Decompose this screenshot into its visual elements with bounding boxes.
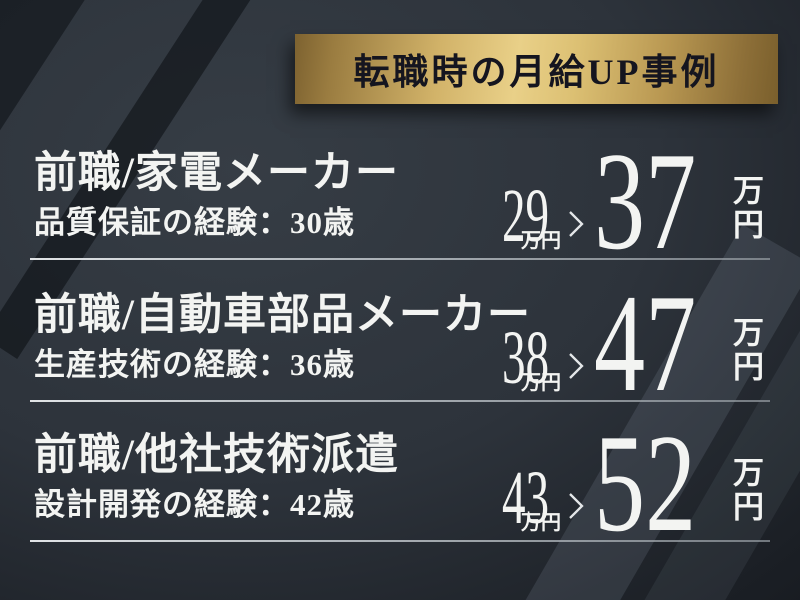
salary-after-value: 52 bbox=[594, 406, 697, 561]
case-title: 前職/家電メーカー bbox=[34, 150, 399, 197]
salary-after-unit: 万円 bbox=[728, 456, 763, 524]
salary-after-value: 37 bbox=[594, 124, 697, 279]
case-subtitle: 品質保証の経験：30歳 bbox=[34, 205, 355, 240]
case-title: 前職/自動車部品メーカー bbox=[34, 292, 531, 339]
row-separator bbox=[30, 400, 770, 402]
salary-before-unit: 万円 bbox=[521, 512, 561, 534]
case-subtitle: 生産技術の経験：36歳 bbox=[34, 347, 355, 382]
salary-before-unit: 万円 bbox=[521, 372, 561, 394]
page-title: 転職時の月給UP事例 bbox=[353, 52, 720, 92]
salary-before-unit: 万円 bbox=[521, 230, 561, 252]
case-row-3: 前職/他社技術派遣 設計開発の経験：42歳 43 万円 52 万円 bbox=[0, 412, 800, 562]
salary-before-value: 43 bbox=[502, 456, 550, 540]
salary-after-unit: 万円 bbox=[728, 174, 763, 242]
case-row-2: 前職/自動車部品メーカー 生産技術の経験：36歳 38 万円 47 万円 bbox=[0, 272, 800, 422]
increase-arrow-icon bbox=[569, 493, 584, 519]
increase-arrow-icon bbox=[569, 353, 584, 379]
header-banner: 転職時の月給UP事例 bbox=[295, 34, 778, 104]
salary-before-value: 29 bbox=[502, 174, 550, 258]
salary-after-value: 47 bbox=[594, 266, 697, 421]
case-title: 前職/他社技術派遣 bbox=[34, 432, 399, 479]
salary-before-value: 38 bbox=[502, 316, 550, 400]
salary-after-unit: 万円 bbox=[728, 316, 763, 384]
case-row-1: 前職/家電メーカー 品質保証の経験：30歳 29 万円 37 万円 bbox=[0, 130, 800, 280]
salary-before: 38 万円 bbox=[502, 320, 566, 396]
salary-before: 29 万円 bbox=[502, 178, 566, 254]
salary-before: 43 万円 bbox=[502, 460, 566, 536]
row-separator bbox=[30, 540, 770, 542]
row-separator bbox=[30, 258, 770, 260]
case-subtitle: 設計開発の経験：42歳 bbox=[34, 487, 355, 522]
increase-arrow-icon bbox=[569, 211, 584, 237]
